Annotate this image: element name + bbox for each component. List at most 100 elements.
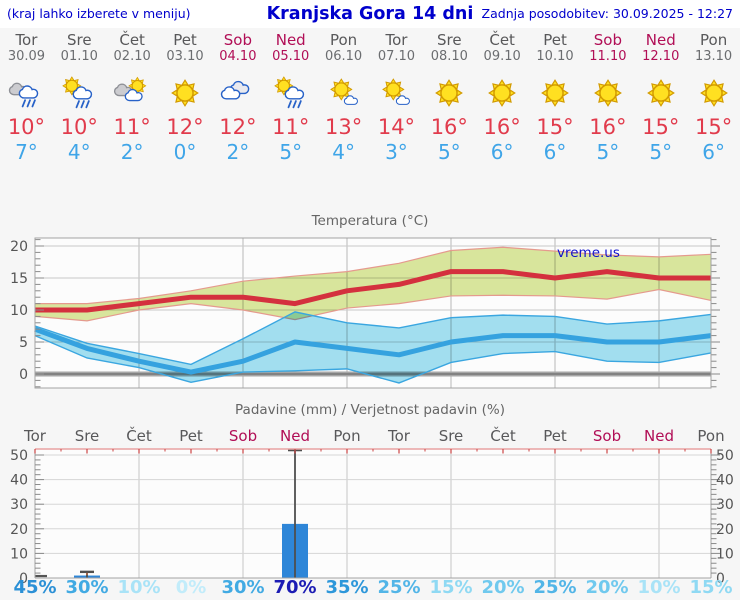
day-column: Čet 02.10 11° 2° [106,28,159,165]
precip-probability-value: 20% [585,577,629,598]
min-temperature-value: 5° [279,140,303,164]
day-name-label: Sob [593,31,622,49]
mostly-sunny-icon [382,78,411,105]
svg-text:0: 0 [19,367,28,383]
day-date-label: 09.10 [483,49,521,64]
day-icon-slot [529,76,582,110]
precip-day-label: Pon [333,427,361,445]
day-date-label: 08.10 [430,49,468,64]
max-temperature-value: 11° [113,115,151,139]
precip-day-label: Ned [280,427,310,445]
sunny-icon [171,79,199,107]
precip-day-label: Ned [644,427,674,445]
precip-probability-value: 25% [533,577,577,598]
precipitation-chart: Padavine (mm) / Verjetnost padavin (%) 0… [0,398,740,600]
day-date-label: 04.10 [219,49,257,64]
precip-day-label: Tor [24,427,46,445]
day-date-label: 05.10 [272,49,310,64]
day-name-label: Čet [119,31,145,49]
temp-chart-title: Temperatura (°C) [311,213,429,229]
max-temperature-value: 15° [536,115,574,139]
mostly-sunny-icon [330,78,358,105]
sunny-icon [700,79,727,107]
max-temperature-value: 16° [589,115,627,139]
precip-day-label: Čet [126,427,152,445]
min-temperature-value: 5° [649,140,673,164]
day-name-label: Pon [329,31,358,49]
max-temperature-value: 16° [483,115,521,139]
precip-probability-value: 15% [429,577,473,598]
menu-hint-note: (kraj lahko izberete v meniju) [7,6,191,21]
min-temperature-value: 5° [437,140,461,164]
day-date-label: 13.10 [694,49,733,64]
min-temperature-value: 7° [15,140,38,164]
precip-probability-value: 70% [273,577,317,598]
precip-probability-value: 30% [221,577,265,598]
day-name-label: Sob [223,31,252,49]
svg-text:40: 40 [10,473,28,489]
day-icon-slot [317,76,370,110]
day-column: Sre 08.10 16° 5° [423,28,476,165]
min-temperature-value: 6° [702,140,725,164]
max-temperature-value: 15° [694,115,733,139]
precipitation-plot: 0 0 10 10 20 20 30 30 40 40 50 50 [10,448,734,587]
min-temperature-value: 3° [385,140,408,164]
day-date-label: 06.10 [324,49,363,64]
precip-day-label: Pon [697,427,725,445]
day-date-label: 10.10 [536,49,574,64]
precip-probability-value: 30% [65,577,109,598]
max-temperature-value: 16° [430,115,468,139]
sunny-icon [647,79,675,107]
max-temperature-value: 15° [642,115,680,139]
day-name-label: Tor [385,31,408,49]
min-temperature-value: 0° [173,140,197,164]
day-column: Ned 12.10 15° 5° [634,28,687,165]
precip-probability-value: 0% [175,577,207,598]
day-column: Pet 03.10 12° 0° [159,28,212,165]
min-temperature-value: 4° [67,140,91,164]
day-name-label: Pet [543,31,567,49]
sunny-icon [488,79,516,107]
day-name-label: Čet [489,31,515,49]
day-name-label: Sre [437,31,462,49]
day-column: Sob 04.10 12° 2° [211,28,264,165]
max-temperature-value: 10° [60,115,98,139]
temperature-plot: 0 5 10 15 20 [10,237,720,389]
day-date-label: 03.10 [166,49,204,64]
svg-text:10: 10 [716,546,734,562]
day-column: Pon 06.10 13° 4° [317,28,370,165]
max-temperature-value: 12° [166,115,204,139]
page-title: Kranjska Gora 14 dni [266,4,474,24]
day-date-label: 07.10 [377,49,416,64]
cloudy-sun-icon [114,77,147,102]
svg-text:50: 50 [716,448,734,464]
day-icon-slot [581,76,634,110]
svg-text:50: 50 [10,448,28,464]
day-date-label: 30.09 [7,49,46,64]
day-icon-slot [264,76,317,110]
precip-day-label: Sre [74,427,100,445]
max-temperature-value: 11° [272,115,310,139]
min-temperature-value: 6° [543,140,567,164]
vreme-us-link[interactable]: vreme.us [557,245,620,261]
precip-day-label: Sob [228,427,258,445]
precip-day-label: Tor [388,427,410,445]
svg-text:20: 20 [10,522,28,538]
header: (kraj lahko izberete v meniju) Kranjska … [0,0,740,28]
svg-text:40: 40 [716,473,734,489]
day-icon-slot [476,76,529,110]
day-name-label: Ned [645,31,676,49]
svg-text:5: 5 [19,335,28,351]
sun-cloud-rain-icon [274,76,304,109]
min-temperature-value: 4° [332,140,355,164]
svg-text:15: 15 [10,271,28,287]
day-column: Čet 09.10 16° 6° [476,28,529,165]
min-temperature-value: 5° [596,140,620,164]
svg-text:10: 10 [10,303,28,319]
precip-chart-title: Padavine (mm) / Verjetnost padavin (%) [235,402,505,418]
temperature-chart: Temperatura (°C) 0 5 10 15 20 vreme.us [0,212,740,398]
cloudy-icon [220,80,250,100]
day-date-label: 11.10 [589,49,627,64]
day-name-label: Pon [700,31,728,49]
